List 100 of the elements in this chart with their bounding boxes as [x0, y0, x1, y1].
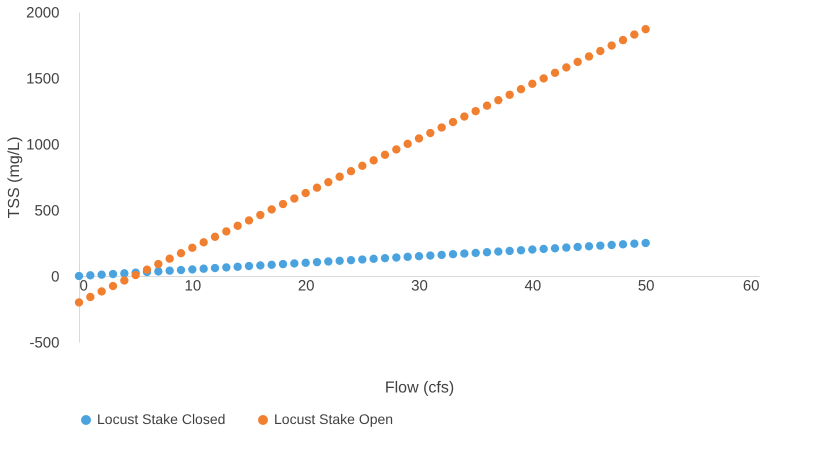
point	[596, 241, 605, 250]
point	[97, 270, 106, 279]
point	[335, 256, 344, 265]
point	[539, 244, 548, 254]
point	[618, 240, 628, 248]
point	[301, 258, 310, 267]
point	[584, 52, 594, 61]
point	[222, 263, 231, 272]
point	[414, 252, 424, 260]
point	[74, 272, 84, 280]
point	[358, 255, 367, 264]
point	[550, 244, 560, 252]
point	[369, 156, 378, 165]
point	[165, 266, 174, 275]
point	[471, 248, 480, 258]
point	[278, 260, 288, 268]
point	[641, 238, 650, 248]
point	[573, 242, 582, 252]
point	[256, 210, 265, 220]
point	[154, 260, 163, 268]
point	[392, 253, 401, 262]
point	[278, 200, 288, 208]
point	[97, 287, 106, 296]
point	[573, 58, 582, 66]
point	[199, 238, 208, 247]
point	[244, 262, 254, 270]
point	[505, 246, 514, 256]
point	[346, 167, 356, 176]
x-axis-title: Flow (cfs)	[384, 380, 454, 396]
y-tick-label: 500	[34, 202, 60, 220]
point	[403, 140, 412, 148]
point	[460, 249, 469, 258]
point	[426, 251, 435, 260]
point	[584, 242, 594, 250]
point	[210, 264, 220, 272]
point	[244, 216, 254, 225]
point	[437, 123, 446, 132]
point	[290, 259, 299, 268]
point	[335, 172, 344, 181]
point	[290, 194, 299, 203]
point	[233, 222, 242, 230]
x-tick-label: 50	[638, 278, 655, 294]
point	[471, 106, 480, 116]
point	[267, 205, 276, 214]
x-tick-label: 20	[298, 278, 315, 294]
point	[222, 227, 231, 236]
point	[630, 30, 639, 39]
point	[607, 240, 616, 250]
point	[324, 178, 333, 186]
x-tick-label: 60	[742, 278, 760, 294]
point	[324, 257, 333, 266]
point	[188, 265, 197, 274]
point	[86, 271, 95, 280]
point	[176, 248, 186, 258]
point	[426, 128, 435, 138]
point	[312, 184, 322, 192]
point	[301, 188, 310, 198]
point	[312, 258, 322, 266]
legend-label: Locust Stake Closed	[97, 411, 226, 427]
legend-label: Locust Stake Open	[274, 411, 394, 427]
point	[596, 46, 605, 56]
point	[233, 262, 242, 271]
point	[448, 250, 458, 258]
point	[562, 243, 571, 252]
y-tick-label: -500	[29, 334, 60, 352]
point	[86, 292, 95, 302]
point	[482, 102, 492, 110]
point	[392, 145, 401, 154]
point	[120, 276, 129, 285]
point	[108, 282, 118, 290]
point	[630, 239, 639, 248]
point	[380, 150, 390, 159]
point	[256, 261, 265, 270]
point	[528, 245, 537, 254]
point	[448, 118, 458, 126]
point	[562, 63, 571, 72]
y-tick-label: 2000	[26, 4, 60, 22]
point	[120, 269, 129, 278]
point	[267, 260, 276, 269]
point	[403, 252, 412, 262]
point	[607, 41, 616, 50]
point	[176, 266, 186, 274]
x-tick-label: 40	[524, 278, 542, 294]
point	[74, 298, 84, 307]
point	[550, 68, 560, 78]
y-tick-label: 1500	[26, 70, 60, 88]
point	[369, 254, 378, 264]
point	[505, 90, 514, 99]
point	[494, 247, 503, 256]
point	[414, 134, 424, 143]
point	[210, 232, 220, 241]
point	[618, 36, 628, 44]
point	[188, 244, 197, 252]
x-tick-label: 10	[184, 278, 202, 294]
point	[482, 248, 492, 256]
point	[154, 267, 163, 276]
y-axis-title: TSS (mg/L)	[6, 136, 24, 218]
point	[460, 112, 469, 121]
point	[358, 162, 367, 170]
point	[380, 254, 390, 262]
